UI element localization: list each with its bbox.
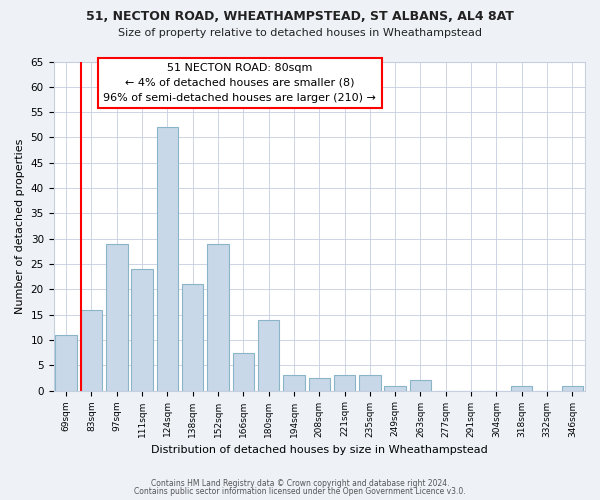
Bar xyxy=(157,128,178,390)
Bar xyxy=(359,376,380,390)
Bar xyxy=(106,244,128,390)
Text: Contains HM Land Registry data © Crown copyright and database right 2024.: Contains HM Land Registry data © Crown c… xyxy=(151,478,449,488)
Bar xyxy=(207,244,229,390)
Bar xyxy=(511,386,532,390)
Bar xyxy=(410,380,431,390)
Bar xyxy=(233,352,254,391)
Text: 51 NECTON ROAD: 80sqm
← 4% of detached houses are smaller (8)
96% of semi-detach: 51 NECTON ROAD: 80sqm ← 4% of detached h… xyxy=(103,63,376,102)
Bar xyxy=(182,284,203,391)
Bar xyxy=(258,320,280,390)
Bar xyxy=(283,376,305,390)
Bar xyxy=(131,269,153,390)
X-axis label: Distribution of detached houses by size in Wheathampstead: Distribution of detached houses by size … xyxy=(151,445,488,455)
Text: Contains public sector information licensed under the Open Government Licence v3: Contains public sector information licen… xyxy=(134,487,466,496)
Bar xyxy=(562,386,583,390)
Bar xyxy=(81,310,102,390)
Text: 51, NECTON ROAD, WHEATHAMPSTEAD, ST ALBANS, AL4 8AT: 51, NECTON ROAD, WHEATHAMPSTEAD, ST ALBA… xyxy=(86,10,514,23)
Bar xyxy=(308,378,330,390)
Bar xyxy=(385,386,406,390)
Y-axis label: Number of detached properties: Number of detached properties xyxy=(15,138,25,314)
Bar xyxy=(55,335,77,390)
Bar xyxy=(334,376,355,390)
Text: Size of property relative to detached houses in Wheathampstead: Size of property relative to detached ho… xyxy=(118,28,482,38)
